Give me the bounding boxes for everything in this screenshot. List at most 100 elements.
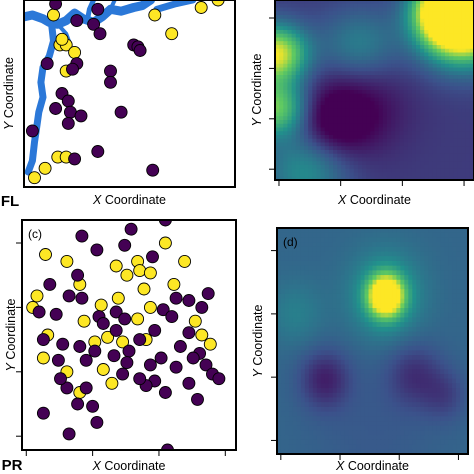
heatmap-cell bbox=[464, 331, 468, 337]
heatmap-cell bbox=[336, 265, 342, 271]
heatmap-cell bbox=[337, 26, 342, 31]
heatmap-cell bbox=[348, 308, 354, 314]
heatmap-cell bbox=[320, 127, 326, 132]
heatmap-cell bbox=[444, 411, 449, 417]
heatmap-cell bbox=[432, 430, 437, 436]
heatmap-cell bbox=[460, 350, 465, 356]
heatmap-cell bbox=[391, 86, 396, 91]
heatmap-cell bbox=[464, 350, 468, 356]
heatmap-cell bbox=[382, 157, 388, 162]
heatmap-cell bbox=[452, 242, 457, 248]
heatmap-cell bbox=[328, 7, 334, 12]
heatmap-cell bbox=[403, 78, 409, 84]
heatmap-cell bbox=[280, 435, 286, 441]
heatmap-cell bbox=[461, 3, 467, 9]
heatmap-cell bbox=[291, 26, 297, 31]
heatmap-cell bbox=[436, 369, 441, 375]
heatmap-cell bbox=[448, 303, 453, 309]
heatmap-cell bbox=[308, 150, 313, 155]
heatmap-cell bbox=[292, 406, 298, 413]
heatmap-cell bbox=[412, 355, 417, 361]
heatmap-cell bbox=[408, 406, 413, 413]
heatmap-cell bbox=[372, 275, 378, 281]
heatmap-cell bbox=[415, 131, 421, 136]
heatmap-cell bbox=[362, 108, 367, 114]
heatmap-cell bbox=[299, 26, 305, 31]
heatmap-cell bbox=[452, 284, 457, 290]
heatmap-cell bbox=[348, 411, 354, 417]
heatmap-cell bbox=[396, 289, 401, 295]
heatmap-cell bbox=[353, 172, 359, 177]
heatmap-cell bbox=[411, 26, 417, 31]
heatmap-cell bbox=[291, 172, 297, 177]
heatmap-cell bbox=[453, 138, 459, 144]
heatmap-cell bbox=[428, 293, 433, 300]
heatmap-cell bbox=[453, 75, 459, 80]
heatmap-cell bbox=[275, 26, 280, 31]
heatmap-cell bbox=[411, 112, 417, 117]
heatmap-cell bbox=[388, 298, 393, 304]
heatmap-cell bbox=[349, 67, 355, 72]
heatmap-cell bbox=[328, 45, 334, 50]
heatmap-cell bbox=[332, 265, 338, 271]
heatmap-cell bbox=[424, 388, 429, 394]
heatmap-cell bbox=[388, 392, 393, 399]
heatmap-cell bbox=[388, 439, 393, 446]
heatmap-cell bbox=[376, 359, 382, 366]
heatmap-cell bbox=[444, 142, 450, 147]
heatmap-cell bbox=[384, 359, 390, 366]
heatmap-cell bbox=[368, 270, 374, 276]
heatmap-cell bbox=[378, 63, 384, 69]
heatmap-cell bbox=[370, 131, 376, 136]
heatmap-cell bbox=[348, 279, 354, 286]
heatmap-cell bbox=[391, 63, 396, 69]
heatmap-cell bbox=[328, 322, 334, 328]
heatmap-cell bbox=[279, 71, 284, 76]
heatmap-cell bbox=[333, 135, 338, 140]
heatmap-cell bbox=[440, 275, 445, 281]
heatmap-cell bbox=[378, 33, 384, 39]
heatmap-cell bbox=[348, 242, 354, 248]
heatmap-cell bbox=[324, 341, 330, 347]
heatmap-cell bbox=[337, 56, 342, 61]
heatmap-cell bbox=[304, 284, 310, 290]
heatmap-cell bbox=[324, 123, 330, 129]
heatmap-cell bbox=[428, 3, 434, 9]
heatmap-cell bbox=[436, 161, 442, 166]
heatmap-cell bbox=[469, 112, 474, 117]
heatmap-cell bbox=[295, 67, 301, 72]
heatmap-cell bbox=[366, 15, 371, 20]
heatmap-cell bbox=[380, 444, 386, 450]
heatmap-cell bbox=[392, 350, 397, 356]
heatmap-cell bbox=[382, 176, 388, 180]
heatmap-cell bbox=[360, 237, 366, 243]
heatmap-cell bbox=[295, 86, 301, 91]
heatmap-cell bbox=[360, 326, 366, 333]
heatmap-cell bbox=[348, 237, 354, 243]
heatmap-cell bbox=[324, 0, 330, 5]
heatmap-cell bbox=[420, 326, 425, 333]
heatmap-cell bbox=[291, 75, 297, 80]
heatmap-cell bbox=[392, 383, 397, 389]
heatmap-cell bbox=[288, 322, 294, 328]
heatmap-cell bbox=[368, 373, 374, 380]
heatmap-cell bbox=[366, 41, 371, 46]
heatmap-cell bbox=[378, 71, 384, 76]
heatmap-cell bbox=[295, 7, 301, 12]
heatmap-cell bbox=[300, 326, 306, 333]
heatmap-cell bbox=[295, 157, 301, 162]
heatmap-cell bbox=[461, 78, 467, 84]
heatmap-cell bbox=[384, 265, 390, 271]
heatmap-cell bbox=[465, 142, 471, 147]
heatmap-cell bbox=[344, 260, 350, 267]
heatmap-cell bbox=[304, 90, 309, 95]
heatmap-cell bbox=[464, 251, 468, 257]
heatmap-cell bbox=[336, 308, 342, 314]
heatmap-cell bbox=[440, 270, 445, 276]
heatmap-cell bbox=[279, 101, 284, 106]
heatmap-cell bbox=[420, 86, 425, 91]
heatmap-cell bbox=[415, 26, 421, 31]
heatmap-cell bbox=[332, 416, 338, 422]
heatmap-cell bbox=[376, 373, 382, 380]
panel-0-plot-area bbox=[24, 0, 225, 185]
